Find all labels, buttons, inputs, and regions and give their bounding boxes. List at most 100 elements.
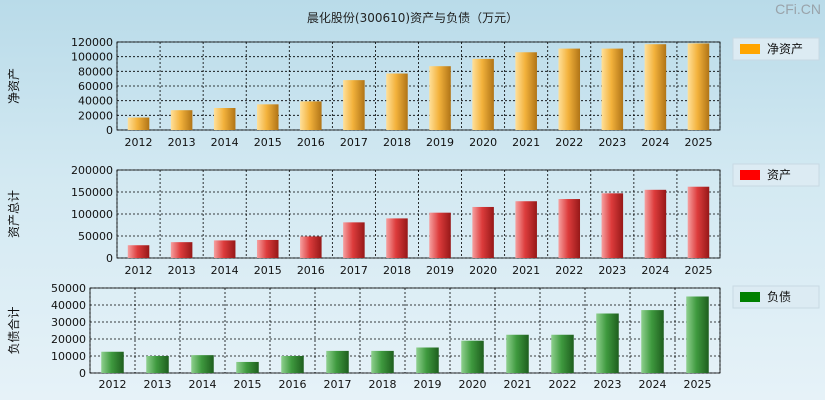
total-assets-bar-2021	[515, 201, 537, 258]
net-assets-bar-2017	[343, 80, 365, 130]
x-tick-label: 2025	[684, 264, 712, 277]
y-tick-label: 150000	[71, 186, 113, 199]
x-tick-label: 2024	[641, 264, 669, 277]
total-liabilities-bar-2017	[326, 350, 349, 373]
total-assets-bar-2015	[256, 239, 279, 258]
total-liabilities-legend-label: 负债	[767, 290, 791, 304]
total-liabilities-bar-2023	[596, 313, 619, 373]
x-tick-label: 2012	[99, 378, 127, 391]
x-tick-label: 2017	[324, 378, 352, 391]
x-tick-label: 2015	[254, 136, 282, 149]
y-tick-label: 50000	[51, 282, 86, 295]
x-tick-label: 2018	[369, 378, 397, 391]
y-tick-label: 10000	[51, 350, 86, 363]
net-assets-bar-2019	[429, 66, 451, 130]
x-tick-label: 2023	[598, 264, 626, 277]
total-liabilities-bar-2018	[371, 350, 394, 373]
net-assets-bar-2022	[558, 48, 581, 130]
net-assets-legend	[732, 37, 820, 61]
x-tick-label: 2013	[144, 378, 172, 391]
x-tick-label: 2025	[684, 136, 712, 149]
total-liabilities-legend	[732, 285, 820, 309]
x-tick-label: 2021	[504, 378, 532, 391]
net-assets-bar-2024	[644, 44, 667, 131]
total-liabilities-bar-2013	[146, 356, 169, 373]
net-assets-bar-2025	[687, 43, 710, 130]
x-tick-label: 2017	[340, 264, 368, 277]
total-assets-frame	[116, 169, 721, 259]
x-tick-label: 2019	[426, 136, 454, 149]
x-tick-label: 2024	[641, 136, 669, 149]
x-tick-label: 2016	[297, 264, 325, 277]
total-assets-bar-2020	[472, 206, 494, 258]
total-liabilities-bar-2016	[281, 356, 304, 373]
total-assets-bar-2022	[558, 199, 581, 258]
total-assets-bar-2013	[170, 242, 193, 258]
watermark-logo: CFi.CN	[775, 1, 821, 17]
total-assets-bar-2019	[429, 212, 451, 258]
net-assets-frame	[116, 41, 721, 131]
x-tick-label: 2025	[684, 378, 712, 391]
y-tick-label: 50000	[78, 230, 113, 243]
net-assets-bar-2021	[515, 52, 537, 131]
total-assets-legend-label: 资产	[767, 168, 791, 182]
y-tick-label: 100000	[71, 208, 113, 221]
x-tick-label: 2015	[254, 264, 282, 277]
net-assets-bar-2016	[300, 101, 322, 130]
total-liabilities-bar-2015	[236, 361, 259, 373]
net-assets-y-axis-label: 净资产	[7, 68, 21, 104]
y-tick-label: 200000	[71, 164, 113, 177]
x-tick-label: 2014	[189, 378, 217, 391]
y-tick-label: 40000	[51, 299, 86, 312]
y-tick-label: 120000	[71, 36, 113, 49]
x-tick-label: 2022	[549, 378, 577, 391]
x-tick-label: 2020	[469, 136, 497, 149]
net-assets-bar-2013	[170, 110, 193, 130]
total-assets-bar-2016	[300, 236, 322, 258]
x-tick-label: 2021	[512, 136, 540, 149]
x-tick-label: 2014	[211, 136, 239, 149]
net-assets-bar-2018	[386, 73, 408, 130]
y-tick-label: 20000	[51, 333, 86, 346]
x-tick-label: 2017	[340, 136, 368, 149]
total-liabilities-bar-2024	[641, 310, 664, 373]
x-tick-label: 2019	[414, 378, 442, 391]
net-assets-bar-2015	[256, 104, 279, 130]
x-tick-label: 2023	[594, 378, 622, 391]
total-liabilities-bar-2021	[506, 334, 529, 373]
x-tick-label: 2020	[469, 264, 497, 277]
x-tick-label: 2012	[125, 136, 153, 149]
x-tick-label: 2022	[555, 264, 583, 277]
y-tick-label: 30000	[51, 316, 86, 329]
net-assets-bar-2012	[127, 117, 150, 130]
y-tick-label: 80000	[78, 65, 113, 78]
total-assets-bar-2018	[386, 218, 408, 258]
total-liabilities-bar-2020	[461, 340, 484, 373]
x-tick-label: 2016	[279, 378, 307, 391]
y-tick-label: 0	[106, 252, 113, 265]
y-tick-label: 40000	[78, 95, 113, 108]
x-tick-label: 2019	[426, 264, 454, 277]
x-tick-label: 2013	[168, 136, 196, 149]
x-tick-label: 2015	[234, 378, 262, 391]
total-liabilities-panel: 0 10000 20000 30000 40000 50000 2012 2013 2014 20…	[6, 282, 820, 391]
x-tick-label: 2018	[383, 136, 411, 149]
net-assets-legend-swatch	[740, 44, 760, 54]
y-tick-label: 60000	[78, 80, 113, 93]
y-tick-label: 0	[106, 124, 113, 137]
y-tick-label: 100000	[71, 51, 113, 64]
y-tick-label: 0	[79, 367, 86, 380]
total-assets-panel: 0 50000 100000 150000 200000 2012 2013 2014 2015…	[7, 163, 820, 277]
net-assets-bar-2020	[472, 58, 494, 130]
total-liabilities-bar-2025	[686, 296, 709, 373]
total-assets-bar-2023	[601, 193, 624, 258]
total-liabilities-frame	[89, 287, 721, 374]
total-assets-legend-swatch	[740, 170, 760, 180]
x-tick-label: 2022	[555, 136, 583, 149]
total-liabilities-bar-2019	[416, 347, 439, 373]
total-liabilities-bar-2022	[551, 334, 574, 373]
x-tick-label: 2021	[512, 264, 540, 277]
x-tick-label: 2020	[459, 378, 487, 391]
total-assets-bar-2012	[127, 245, 150, 258]
